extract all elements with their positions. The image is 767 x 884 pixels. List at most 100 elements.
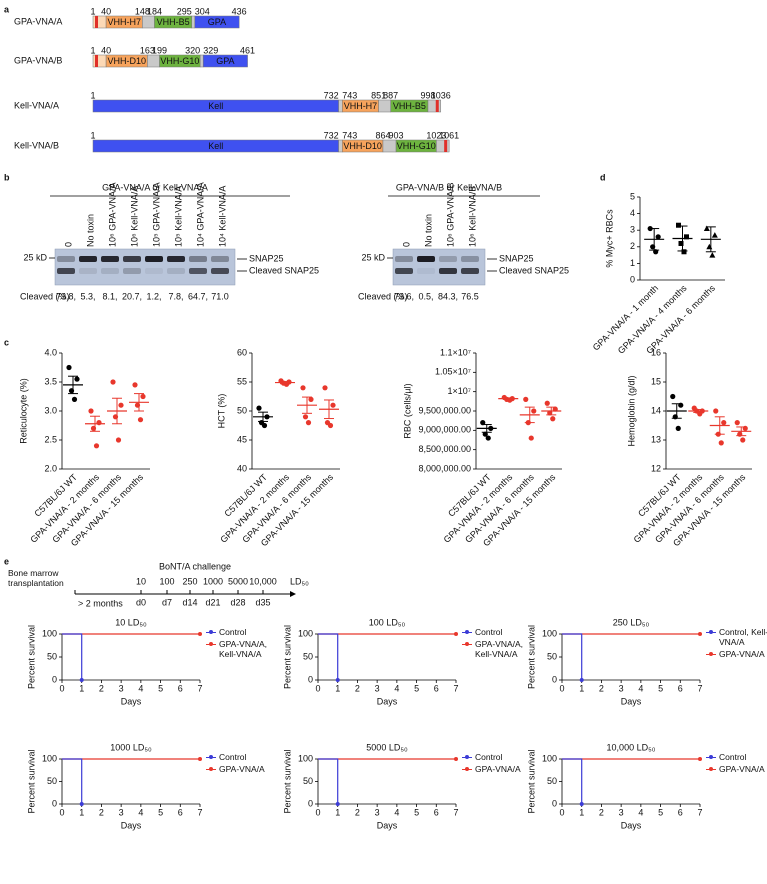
legend-dot xyxy=(209,766,213,771)
x-tick-label: 7 xyxy=(197,807,202,817)
domain-label: Kell xyxy=(208,101,223,111)
y-axis-label: HCT (%) xyxy=(216,394,226,429)
timeline-arrow xyxy=(290,591,296,597)
y-tick-label: 15 xyxy=(651,376,661,386)
x-tick-label: 7 xyxy=(197,683,202,693)
domain xyxy=(194,15,240,29)
legend-dot xyxy=(709,629,713,634)
y-tick-label: 0 xyxy=(308,674,313,684)
panel-label: e xyxy=(4,556,9,566)
gel xyxy=(54,248,236,286)
x-tick-label: 2 xyxy=(355,807,360,817)
chart-title: 10 LD₅₀ xyxy=(115,617,147,627)
chart-title: 1000 LD₅₀ xyxy=(110,742,152,752)
lane-label: 10⁶ GPA-VNA/A xyxy=(107,182,117,247)
legend-symbol xyxy=(706,651,716,656)
position-label: 40 xyxy=(101,6,111,16)
x-tick-label: 4 xyxy=(138,683,143,693)
position-label: 1036 xyxy=(431,90,451,100)
timeline-challenge: BoNT/A challenge xyxy=(159,561,231,571)
point xyxy=(670,393,676,400)
end-point xyxy=(198,757,202,761)
y-tick-label: 8,000,000.00 xyxy=(418,463,471,473)
position-label: 1023 xyxy=(426,130,446,140)
legend-label: Control xyxy=(219,752,247,762)
domain-label: VHH-G10 xyxy=(397,141,436,151)
y-axis-label: Percent survival xyxy=(526,625,536,689)
position-label: 1061 xyxy=(439,130,459,140)
y-tick-label: 50 xyxy=(303,651,313,661)
position-label: 1 xyxy=(90,45,95,55)
point xyxy=(485,435,491,441)
y-tick-label: 12 xyxy=(651,463,661,473)
y-tick-label: 100 xyxy=(42,628,57,638)
domain-label: GPA xyxy=(208,17,226,27)
domain xyxy=(378,99,391,113)
y-tick-label: 5 xyxy=(630,191,635,201)
end-point xyxy=(79,678,84,682)
point xyxy=(681,249,687,255)
x-tick-label: 6 xyxy=(434,683,439,693)
domain-label: VHH-D10 xyxy=(343,141,382,151)
point xyxy=(676,222,681,228)
point xyxy=(256,405,262,411)
cleaved-value: 73.6, xyxy=(394,291,414,301)
y-tick-label: 16 xyxy=(651,347,661,357)
y-tick-label: 50 xyxy=(303,776,313,786)
y-tick-label: 2.5 xyxy=(44,434,57,444)
point xyxy=(110,379,116,385)
timeline-start: Bone marrow transplantation xyxy=(8,568,64,588)
legend-dot xyxy=(709,754,713,759)
domain-label: VHH-D10 xyxy=(108,56,147,66)
point xyxy=(88,408,94,414)
timeline-start-box: Bone marrow transplantation xyxy=(8,568,64,588)
band-cleaved xyxy=(101,268,119,274)
legend-label: GPA-VNA/A, Kell-VNA/A xyxy=(219,639,268,659)
domain xyxy=(199,54,204,68)
x-tick-label: 6 xyxy=(434,807,439,817)
y-tick-label: 2 xyxy=(630,241,635,251)
point xyxy=(528,435,534,441)
lane-label: 10⁶ Kell-VNA/A xyxy=(129,186,139,247)
legend-box: Control GPA-VNA/A xyxy=(206,752,270,774)
lane-label: 0 xyxy=(401,242,411,247)
y-tick-label: 50 xyxy=(547,651,557,661)
domain xyxy=(436,139,450,153)
y-tick-label: 50 xyxy=(47,651,57,661)
x-tick-label: 0 xyxy=(315,683,320,693)
end-point xyxy=(335,802,340,806)
point xyxy=(523,396,529,402)
legend-symbol xyxy=(206,754,216,759)
legend-label: GPA-VNA/A xyxy=(719,764,765,774)
x-tick-label: 4 xyxy=(638,683,643,693)
x-tick-label: 5 xyxy=(158,683,163,693)
tag xyxy=(95,16,98,28)
legend-symbol xyxy=(706,754,716,759)
y-tick-label: 0 xyxy=(52,798,57,808)
gel-header: GPA-VNA/B or Kell-VNA/B xyxy=(396,182,502,192)
end-point xyxy=(698,632,702,636)
x-tick-label: 5 xyxy=(158,807,163,817)
point xyxy=(550,416,556,422)
position-label: 461 xyxy=(240,45,255,55)
legend-row: GPA-VNA/A xyxy=(706,764,767,774)
end-point xyxy=(454,757,458,761)
point xyxy=(330,402,336,408)
legend-label: GPA-VNA/A, Kell-VNA/A xyxy=(475,639,524,659)
point xyxy=(531,408,537,414)
legend-row: Control, Kell-VNA/A xyxy=(706,627,767,647)
y-tick-label: 4 xyxy=(630,208,635,218)
point xyxy=(66,364,72,371)
y-tick-label: 3.5 xyxy=(44,376,57,386)
legend-label: Control xyxy=(719,752,747,762)
legend-row: GPA-VNA/A xyxy=(462,764,526,774)
x-tick-label: 7 xyxy=(453,807,458,817)
position-label: 148 xyxy=(135,6,150,16)
panel-label: a xyxy=(4,4,10,14)
y-tick-label: 55 xyxy=(237,376,247,386)
point xyxy=(302,414,309,420)
legend: Control, Kell-VNA/A GPA-VNA/A xyxy=(706,627,767,659)
point xyxy=(678,240,684,246)
y-tick-label: 45 xyxy=(237,434,247,444)
